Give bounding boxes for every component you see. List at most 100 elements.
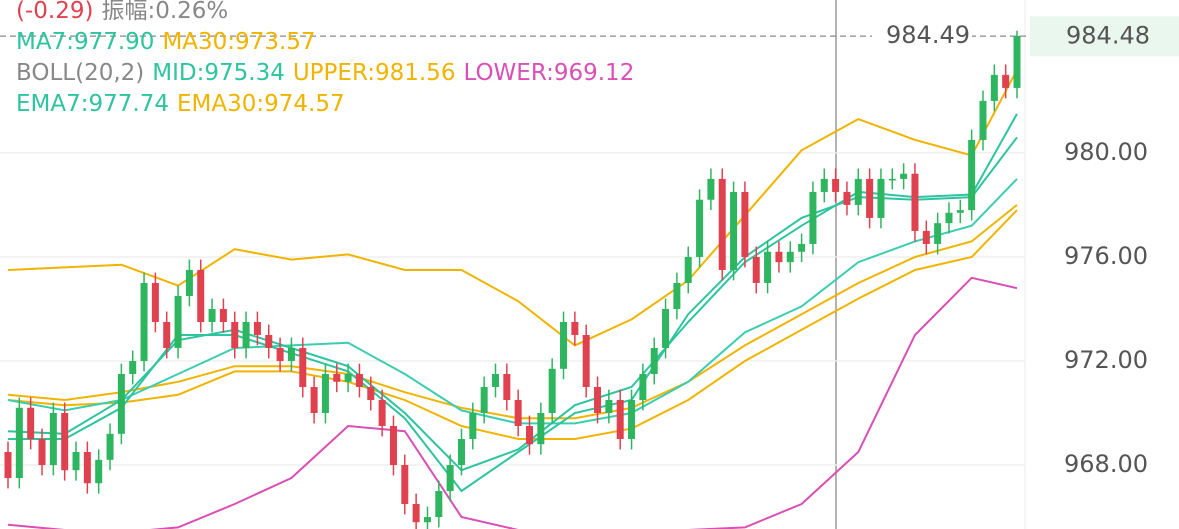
y-tick-label: 972.00 (1064, 346, 1148, 374)
legend-row: (-0.29) 振幅:0.26% (16, 0, 228, 24)
candle-body (922, 230, 930, 244)
candle-body (129, 360, 137, 374)
candle-body (231, 321, 239, 348)
candle-body (344, 373, 352, 382)
candle-body (786, 251, 794, 263)
legend-item: UPPER:981.56 (293, 60, 456, 86)
candle-body (174, 295, 182, 348)
candle-body (571, 321, 579, 335)
candle-body (968, 139, 976, 211)
candle-body (61, 413, 69, 471)
candle-body (367, 386, 375, 401)
candle-body (741, 191, 749, 257)
candle-body (605, 400, 613, 414)
candle-body (707, 178, 715, 200)
candle-body (832, 178, 840, 192)
candle-body (446, 465, 454, 492)
candle-body (503, 373, 511, 401)
candle-body (4, 452, 12, 479)
indicator-line (7, 209, 1018, 440)
candle-body (265, 334, 273, 348)
candle-body (401, 465, 409, 505)
candle-body (117, 373, 125, 434)
legend-item: MA7:977.90 (16, 29, 154, 55)
candle-body (423, 517, 431, 523)
candle-body (299, 347, 307, 387)
candle-body (242, 321, 250, 348)
candle-body (718, 178, 726, 270)
axis-panel (1025, 0, 1179, 529)
candle-body (140, 282, 148, 361)
candle-body (253, 321, 261, 335)
candle-body (628, 400, 636, 440)
candle-body (934, 223, 942, 244)
candle-body (888, 178, 896, 181)
candle-body (820, 178, 828, 192)
candle-body (72, 452, 80, 471)
candle-body (730, 191, 738, 270)
candle-body (764, 251, 772, 283)
candle-body (673, 282, 681, 309)
candle-body (310, 386, 318, 414)
legend-row: EMA7:977.74 EMA30:974.57 (16, 91, 345, 117)
candle-body (809, 191, 817, 244)
candle-body (945, 212, 953, 224)
candle-body (616, 400, 624, 440)
candle-body (491, 373, 499, 387)
candles (4, 30, 1021, 529)
candle-body (435, 491, 443, 518)
candle-body (526, 426, 534, 445)
legend-item: MA30:973.57 (162, 29, 315, 55)
indicator-line (7, 204, 1018, 420)
price-line-label: 984.49 (886, 21, 970, 49)
candle-body (219, 308, 227, 322)
candle-body (38, 439, 46, 466)
candle-body (208, 308, 216, 322)
candle-body (537, 413, 545, 445)
y-tick-label: 980.00 (1064, 138, 1148, 166)
price-label-bg (872, 20, 972, 51)
candle-body (866, 178, 874, 218)
indicator-line (7, 178, 1018, 425)
y-tick-label: 968.00 (1064, 450, 1148, 478)
candle-body (333, 373, 341, 382)
candle-body (1002, 74, 1010, 88)
candle-body (684, 256, 692, 283)
candle-body (480, 386, 488, 414)
candle-body (276, 347, 284, 361)
candle-body (321, 373, 329, 414)
candle-body (900, 173, 908, 179)
candle-body (83, 452, 91, 484)
candle-body (877, 178, 885, 218)
indicator-lines (7, 69, 1018, 529)
candle-body (49, 413, 57, 466)
legend-item: EMA7:977.74 (16, 91, 169, 117)
candle-body (106, 433, 114, 460)
candle-body (843, 191, 851, 205)
candle-body (911, 173, 919, 231)
last-price-bg (1030, 16, 1179, 57)
legend-item: 振幅:0.26% (101, 0, 228, 24)
candle-body (355, 373, 363, 387)
candle-body (639, 373, 647, 401)
candle-body (389, 426, 397, 466)
candle-body (151, 282, 159, 322)
candle-body (185, 269, 193, 296)
candle-body (560, 321, 568, 369)
candle-body (197, 269, 205, 322)
candle-body (854, 178, 862, 205)
legend-item: EMA30:974.57 (177, 91, 345, 117)
candle-body (650, 347, 658, 374)
candle-body (956, 210, 964, 213)
legend-item: LOWER:969.12 (463, 60, 634, 86)
candle-body (514, 400, 522, 427)
legend-item: (-0.29) (16, 0, 93, 24)
candle-body (457, 439, 465, 466)
grid (0, 152, 1025, 466)
candle-body (1013, 35, 1021, 88)
candle-body (95, 459, 103, 484)
candle-body (594, 386, 602, 414)
candle-body (548, 368, 556, 414)
candle-body (287, 347, 295, 361)
